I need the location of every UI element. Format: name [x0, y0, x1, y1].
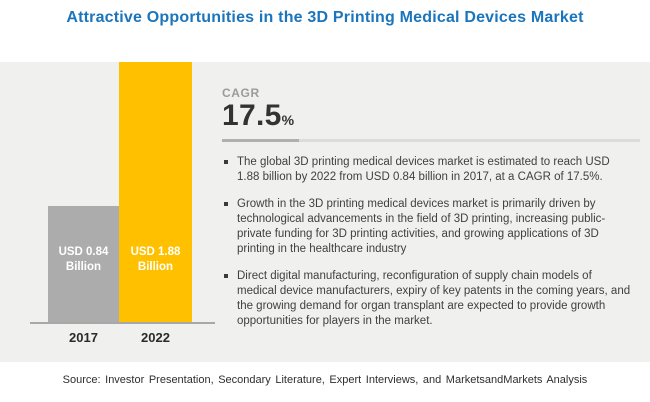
bullet-square-icon: [224, 274, 228, 278]
source-text: Source: Investor Presentation, Secondary…: [62, 374, 588, 386]
x-tick-2017: 2017: [69, 330, 98, 345]
bullet-item: Direct digital manufacturing, reconfigur…: [222, 269, 634, 329]
bullet-text: Direct digital manufacturing, reconfigur…: [237, 270, 631, 327]
bar-value-label-2022: USD 1.88 Billion: [130, 246, 181, 273]
divider-rule: [222, 139, 640, 142]
cagr-label: CAGR: [222, 86, 260, 100]
x-axis-line: [30, 322, 215, 324]
cagr-percent-sign: %: [281, 112, 295, 128]
bar-value-label-2017: USD 0.84 Billion: [58, 246, 109, 273]
bar-2017: USD 0.84 Billion: [48, 206, 119, 323]
divider-rule-accent: [222, 139, 299, 142]
bullet-text: The global 3D printing medical devices m…: [237, 156, 610, 183]
x-tick-2022: 2022: [141, 330, 170, 345]
summary-panel: CAGR 17.5% The global 3D printing medica…: [222, 86, 640, 341]
plot-area: USD 0.84 Billion USD 1.88 Billion: [30, 62, 215, 323]
bullet-square-icon: [224, 160, 228, 164]
bar-chart: USD 0.84 Billion USD 1.88 Billion 2017 2…: [30, 62, 215, 362]
bullet-text: Growth in the 3D printing medical device…: [237, 198, 606, 255]
bullet-square-icon: [224, 202, 228, 206]
cagr-value: 17.5: [222, 99, 282, 132]
bullet-item: The global 3D printing medical devices m…: [222, 155, 634, 185]
cagr-value-row: 17.5%: [222, 101, 640, 131]
bullet-item: Growth in the 3D printing medical device…: [222, 197, 634, 257]
bullet-list: The global 3D printing medical devices m…: [222, 155, 634, 329]
page-title: Attractive Opportunities in the 3D Print…: [66, 9, 584, 26]
bar-2022: USD 1.88 Billion: [119, 62, 192, 323]
